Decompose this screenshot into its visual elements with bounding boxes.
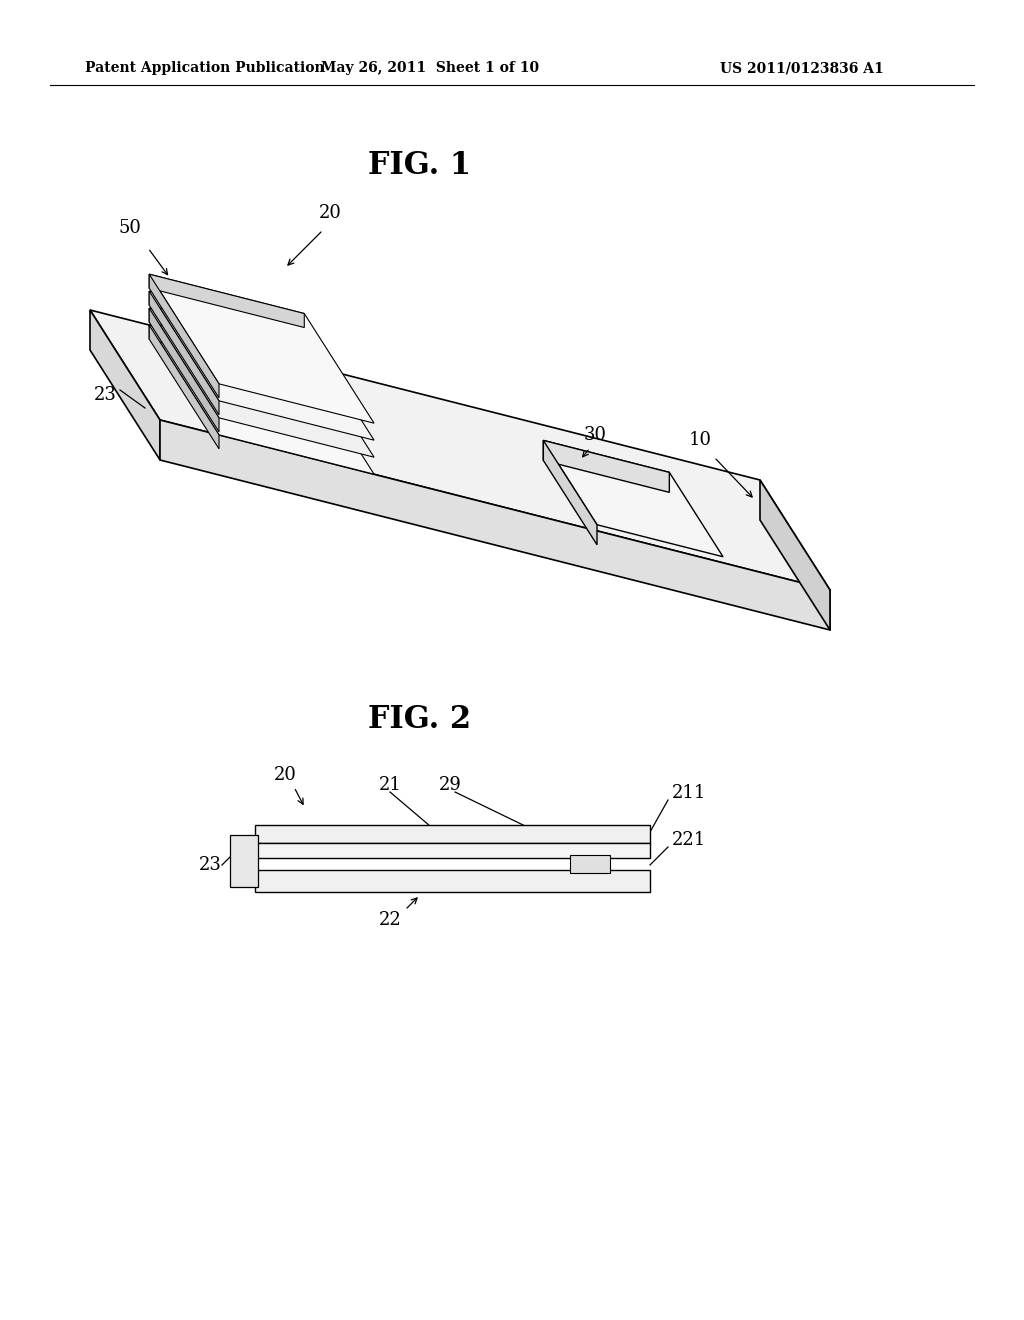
Text: 23: 23	[93, 385, 117, 404]
Text: 29: 29	[438, 776, 462, 795]
Polygon shape	[150, 325, 374, 474]
Polygon shape	[544, 441, 597, 545]
Polygon shape	[150, 325, 304, 379]
Text: FIG. 1: FIG. 1	[369, 149, 471, 181]
Polygon shape	[150, 292, 374, 440]
Text: Patent Application Publication: Patent Application Publication	[85, 61, 325, 75]
Text: May 26, 2011  Sheet 1 of 10: May 26, 2011 Sheet 1 of 10	[321, 61, 539, 75]
Polygon shape	[90, 310, 830, 590]
Polygon shape	[160, 420, 830, 630]
Text: 10: 10	[688, 432, 712, 449]
Text: 22: 22	[379, 911, 401, 929]
Polygon shape	[150, 292, 219, 414]
Polygon shape	[150, 308, 374, 457]
Polygon shape	[150, 308, 219, 432]
Text: US 2011/0123836 A1: US 2011/0123836 A1	[720, 61, 884, 75]
Bar	[570, 855, 610, 873]
Text: 211: 211	[672, 784, 707, 803]
Polygon shape	[150, 275, 304, 327]
Bar	[255, 843, 650, 858]
Text: 50: 50	[119, 219, 141, 238]
Polygon shape	[760, 480, 830, 630]
Polygon shape	[150, 275, 219, 397]
Polygon shape	[544, 441, 723, 557]
Polygon shape	[150, 308, 304, 362]
Polygon shape	[150, 275, 374, 424]
Text: 21: 21	[379, 776, 401, 795]
Text: 20: 20	[318, 205, 341, 222]
Polygon shape	[90, 310, 160, 459]
Polygon shape	[150, 325, 219, 449]
Bar	[230, 836, 258, 887]
Bar	[255, 870, 650, 892]
Polygon shape	[544, 441, 670, 492]
Bar	[255, 825, 650, 843]
Text: 23: 23	[199, 855, 221, 874]
Text: 30: 30	[584, 426, 606, 444]
Polygon shape	[150, 292, 304, 345]
Text: 20: 20	[273, 766, 296, 784]
Text: FIG. 2: FIG. 2	[369, 705, 472, 735]
Text: 221: 221	[672, 832, 707, 849]
